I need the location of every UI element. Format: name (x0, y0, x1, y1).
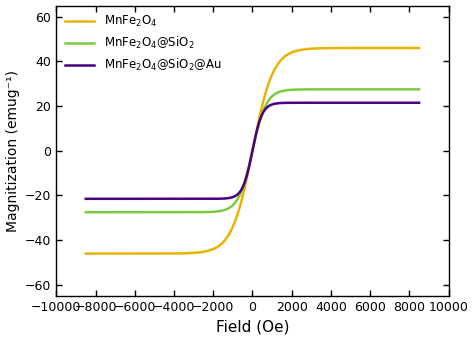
MnFe$_2$O$_4$@SiO$_2$@Au (374, 101, 380, 105)
Line: MnFe$_2$O$_4$@SiO$_2$@Au: MnFe$_2$O$_4$@SiO$_2$@Au (86, 103, 419, 199)
MnFe$_2$O$_4$ (83, 252, 89, 256)
Legend: MnFe$_2$O$_4$, MnFe$_2$O$_4$@SiO$_2$, MnFe$_2$O$_4$@SiO$_2$@Au: MnFe$_2$O$_4$, MnFe$_2$O$_4$@SiO$_2$, Mn… (60, 9, 226, 78)
MnFe$_2$O$_4$ (121, 252, 127, 256)
MnFe$_2$O$_4$@SiO$_2$ (141, 210, 146, 214)
MnFe$_2$O$_4$@SiO$_2$ (416, 87, 422, 91)
Y-axis label: Magnitization (emug⁻¹): Magnitization (emug⁻¹) (6, 70, 19, 232)
MnFe$_2$O$_4$@SiO$_2$@Au (225, 196, 231, 200)
Line: MnFe$_2$O$_4$@SiO$_2$: MnFe$_2$O$_4$@SiO$_2$ (86, 89, 419, 212)
MnFe$_2$O$_4$@SiO$_2$ (225, 206, 231, 210)
MnFe$_2$O$_4$ (211, 247, 217, 251)
MnFe$_2$O$_4$ (416, 46, 422, 50)
MnFe$_2$O$_4$@SiO$_2$ (211, 210, 217, 214)
MnFe$_2$O$_4$@SiO$_2$@Au (141, 197, 146, 201)
MnFe$_2$O$_4$ (141, 252, 146, 256)
MnFe$_2$O$_4$@SiO$_2$ (121, 210, 127, 214)
MnFe$_2$O$_4$@SiO$_2$ (83, 210, 89, 214)
MnFe$_2$O$_4$@SiO$_2$@Au (416, 101, 422, 105)
MnFe$_2$O$_4$@SiO$_2$ (410, 87, 415, 91)
MnFe$_2$O$_4$ (410, 46, 415, 50)
MnFe$_2$O$_4$ (374, 46, 380, 50)
MnFe$_2$O$_4$ (225, 234, 231, 238)
MnFe$_2$O$_4$@SiO$_2$@Au (121, 197, 127, 201)
MnFe$_2$O$_4$@SiO$_2$@Au (83, 197, 89, 201)
X-axis label: Field (Oe): Field (Oe) (216, 320, 289, 335)
MnFe$_2$O$_4$@SiO$_2$@Au (410, 101, 415, 105)
Line: MnFe$_2$O$_4$: MnFe$_2$O$_4$ (86, 48, 419, 254)
MnFe$_2$O$_4$@SiO$_2$ (374, 87, 380, 91)
MnFe$_2$O$_4$@SiO$_2$@Au (211, 197, 217, 201)
